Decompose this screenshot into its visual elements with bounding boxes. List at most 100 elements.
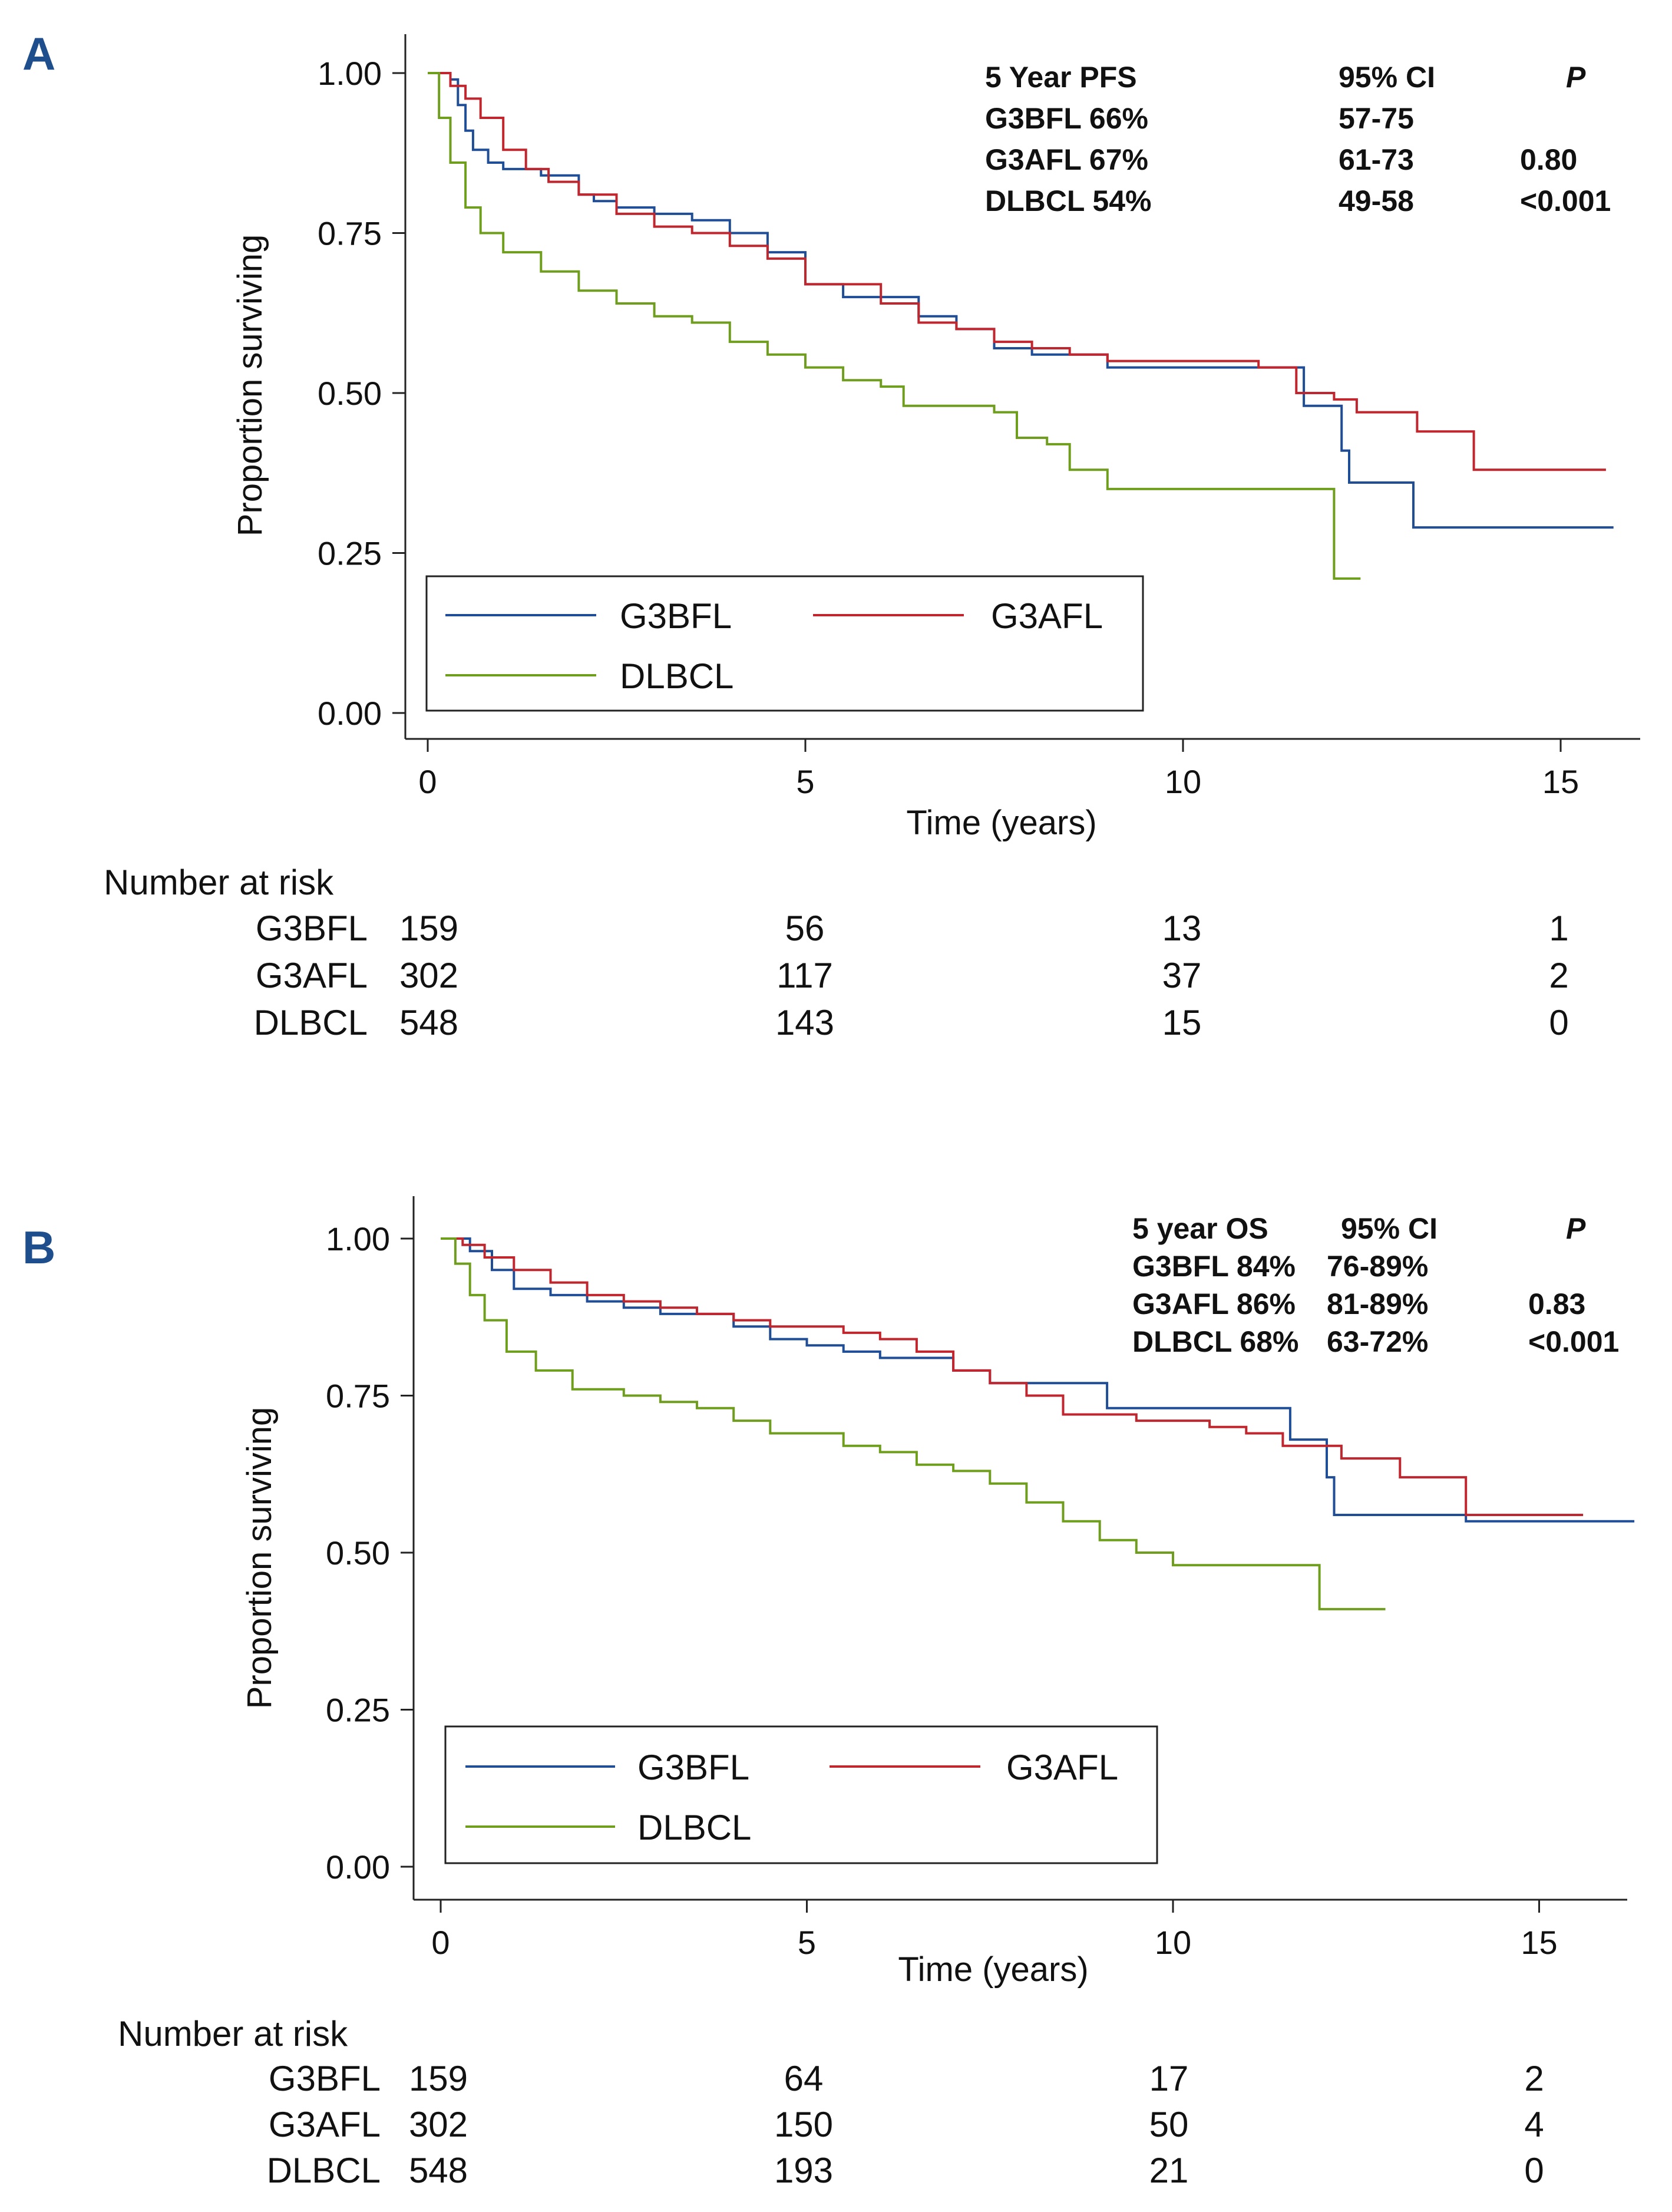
y-axis-title-a: Proportion surviving (231, 235, 269, 537)
risk-value: 2 (1524, 2059, 1544, 2098)
legend-box-b (444, 1725, 1158, 1864)
legend-label-g3afl: G3AFL (1006, 1748, 1118, 1787)
risk-row-label: G3AFL (269, 2105, 381, 2144)
panel-label-b: B (22, 1221, 55, 1273)
stats-row-label: G3AFL 67% (985, 143, 1148, 176)
y-tick-label: 0.00 (326, 1848, 390, 1886)
risk-value: 0 (1524, 2151, 1544, 2190)
risk-value: 302 (409, 2105, 468, 2144)
y-tick-label: 0.25 (326, 1692, 390, 1729)
panel-b: B 0.00 0.25 0.50 0.75 1.00 0 5 10 15 Proportion… (22, 1196, 1635, 2190)
y-ticks-a: 0.00 0.25 0.50 0.75 1.00 (318, 55, 405, 732)
legend-label-g3bfl: G3BFL (620, 596, 732, 636)
risk-value: 150 (774, 2105, 833, 2144)
y-tick-label: 0.50 (326, 1534, 390, 1571)
risk-value: 548 (399, 1003, 458, 1042)
risk-value: 302 (399, 956, 458, 995)
risk-value: 159 (399, 909, 458, 948)
stats-row-ci: 57-75 (1339, 102, 1414, 135)
x-tick-label: 10 (1155, 1924, 1191, 1961)
stats-row-label: DLBCL 54% (985, 184, 1151, 217)
km-curve-g3afl (441, 1237, 1584, 1516)
risk-title-a: Number at risk (104, 863, 334, 902)
legend-label-dlbcl: DLBCL (637, 1808, 751, 1847)
stats-row-ci: 81-89% (1327, 1287, 1428, 1320)
y-tick-label: 0.75 (318, 215, 382, 252)
stats-row-label: G3BFL 66% (985, 102, 1148, 135)
x-ticks-a: 0 5 10 15 (418, 739, 1579, 800)
stats-row-ci: 63-72% (1327, 1325, 1428, 1358)
stats-row-label: G3AFL 86% (1132, 1287, 1296, 1320)
stats-table-a: 5 Year PFS 95% CI P G3BFL 66% 57-75 G3AF… (985, 61, 1611, 217)
risk-value: 56 (785, 909, 825, 948)
stats-row-ci: 61-73 (1339, 143, 1414, 176)
stats-header-measure-a: 5 Year PFS (985, 61, 1137, 94)
panel-a: A 0.000.250.500.751.00 0 5 10 15 Proportion… (22, 28, 1640, 1042)
risk-value: 4 (1524, 2105, 1544, 2144)
stats-header-ci-a: 95% CI (1339, 61, 1435, 94)
risk-value: 159 (409, 2059, 468, 2098)
plot-area-b (441, 1237, 1635, 1610)
risk-value: 50 (1149, 2105, 1189, 2144)
stats-header-p-b: P (1566, 1212, 1586, 1245)
x-tick-label: 10 (1165, 763, 1201, 800)
risk-row-label: G3BFL (269, 2059, 381, 2098)
risk-value: 37 (1162, 956, 1202, 995)
y-tick-label: 0.25 (318, 535, 382, 572)
risk-value: 0 (1549, 1003, 1568, 1042)
legend-label-g3bfl: G3BFL (637, 1748, 749, 1787)
x-tick-label: 5 (798, 1924, 816, 1961)
y-tick-label: 0.00 (318, 695, 382, 732)
risk-row-label: DLBCL (267, 2151, 381, 2190)
x-axis-title-a: Time (years) (906, 804, 1096, 842)
legend-label-dlbcl: DLBCL (620, 656, 733, 696)
km-curve-dlbcl (428, 72, 1361, 580)
risk-table-a: Number at risk G3BFL 159 56 13 1 G3AFL 3… (104, 863, 1569, 1042)
km-curve-g3bfl (428, 72, 1614, 529)
y-axis-title-b: Proportion surviving (240, 1407, 279, 1709)
y-ticks-b: 0.00 0.25 0.50 0.75 1.00 (326, 1220, 414, 1886)
risk-value: 2 (1549, 956, 1568, 995)
stats-header-measure-b: 5 year OS (1132, 1212, 1268, 1245)
stats-row-p: <0.001 (1520, 184, 1611, 217)
y-tick-label: 0.50 (318, 375, 382, 412)
legend-label-g3afl: G3AFL (991, 596, 1103, 636)
stats-row-ci: 76-89% (1327, 1250, 1428, 1283)
stats-row-label: DLBCL 68% (1132, 1325, 1298, 1358)
risk-value: 117 (776, 956, 833, 995)
risk-value: 193 (774, 2151, 833, 2190)
risk-value: 64 (784, 2059, 824, 2098)
stats-row-p: 0.80 (1520, 143, 1577, 176)
risk-value: 1 (1549, 909, 1568, 948)
stats-row-label: G3BFL 84% (1132, 1250, 1296, 1283)
stats-row-p: <0.001 (1528, 1325, 1619, 1358)
y-tick-label: 1.00 (326, 1220, 390, 1257)
km-curve-dlbcl (441, 1237, 1386, 1610)
x-ticks-b: 0 5 10 15 (431, 1900, 1558, 1961)
risk-title-b: Number at risk (118, 2014, 348, 2053)
risk-row-label: G3BFL (256, 909, 368, 948)
risk-value: 143 (775, 1003, 834, 1042)
risk-row-label: G3AFL (256, 956, 368, 995)
risk-table-b: Number at risk G3BFL 159 64 17 2 G3AFL 3… (118, 2014, 1544, 2190)
x-tick-label: 0 (418, 763, 437, 800)
stats-header-ci-b: 95% CI (1341, 1212, 1438, 1245)
legend-b: G3BFL G3AFL DLBCL (444, 1725, 1158, 1864)
risk-value: 21 (1149, 2151, 1189, 2190)
legend-a: G3BFL G3AFL DLBCL (425, 575, 1144, 712)
risk-value: 17 (1149, 2059, 1189, 2098)
y-tick-label: 0.75 (326, 1378, 390, 1415)
panel-label-a: A (22, 28, 55, 80)
x-axis-title-b: Time (years) (898, 1950, 1088, 1989)
x-tick-label: 5 (796, 763, 814, 800)
y-tick-label: 1.00 (318, 55, 382, 92)
risk-value: 15 (1162, 1003, 1202, 1042)
km-curve-g3bfl (441, 1237, 1635, 1523)
risk-value: 13 (1162, 909, 1202, 948)
stats-row-ci: 49-58 (1339, 184, 1414, 217)
plot-area-a (428, 72, 1614, 580)
risk-row-label: DLBCL (254, 1003, 368, 1042)
stats-row-p: 0.83 (1528, 1287, 1585, 1320)
stats-header-p-a: P (1566, 61, 1586, 94)
